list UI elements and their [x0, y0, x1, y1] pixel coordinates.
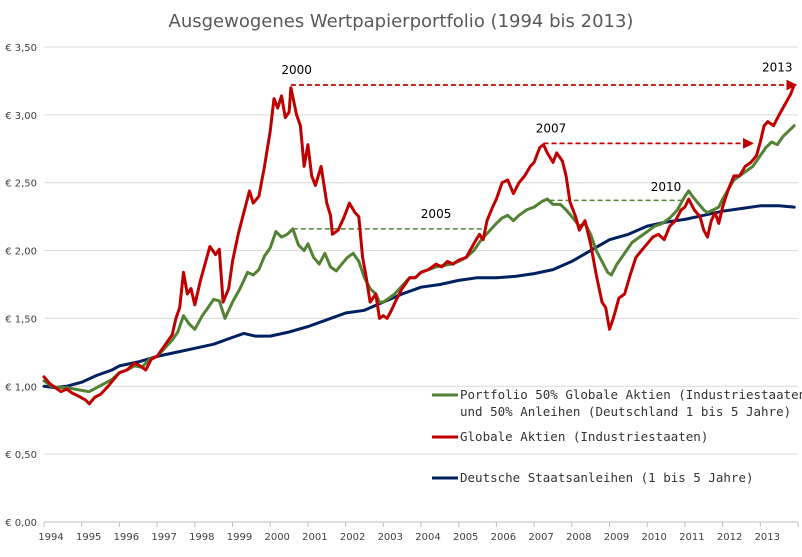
annotation-label: 2000	[281, 63, 312, 77]
x-tick-label: 1997	[151, 532, 176, 543]
legend-label-line2: und 50% Anleihen (Deutschland 1 bis 5 Ja…	[460, 404, 791, 419]
x-tick-label: 2006	[491, 532, 516, 543]
legend: Portfolio 50% Globale Aktien (Industries…	[432, 387, 802, 485]
x-tick-label: 2007	[528, 532, 553, 543]
legend-label: Globale Aktien (Industriestaaten)	[460, 429, 708, 444]
annotation-label: 2010	[651, 180, 682, 194]
legend-label: Portfolio 50% Globale Aktien (Industries…	[460, 387, 802, 402]
y-tick-label: € 0,00	[5, 518, 37, 529]
reference-arrows	[290, 79, 798, 230]
x-tick-label: 2008	[566, 532, 591, 543]
annotation-label: 2013	[762, 60, 793, 74]
annotation-label: 2007	[536, 122, 567, 136]
y-tick-label: € 1,50	[5, 314, 37, 325]
x-tick-label: 1999	[227, 532, 252, 543]
x-tick-label: 2004	[415, 532, 440, 543]
x-tick-label: 1994	[38, 532, 63, 543]
x-tick-label: 2001	[302, 532, 327, 543]
annotations: 2000 2005 2007 2010 2013	[281, 60, 792, 221]
x-tick-label: 1998	[189, 532, 214, 543]
series-lines	[42, 83, 796, 406]
axes: € 0,00 € 0,50 € 1,00 € 1,50 € 2,00 € 2,50 € 3,…	[5, 43, 799, 543]
x-tick-label: 1996	[114, 532, 139, 543]
x-tick-label: 1995	[76, 532, 101, 543]
y-tick-label: € 1,00	[5, 382, 37, 393]
legend-label: Deutsche Staatsanleihen (1 bis 5 Jahre)	[460, 470, 754, 485]
x-tick-label: 2012	[717, 532, 742, 543]
x-tick-label: 2011	[679, 532, 704, 543]
x-tick-label: 2013	[755, 532, 780, 543]
x-tick-label: 2002	[340, 532, 365, 543]
x-tick-label: 2003	[378, 532, 403, 543]
x-tick-label: 2009	[604, 532, 629, 543]
series-line	[42, 83, 796, 406]
chart-title: Ausgewogenes Wertpapierportfolio (1994 b…	[169, 11, 634, 32]
y-tick-label: € 2,00	[5, 247, 37, 258]
x-tick-label: 2000	[264, 532, 289, 543]
gridlines	[44, 46, 798, 455]
y-tick-label: € 3,00	[5, 111, 37, 122]
y-tick-label: € 2,50	[5, 179, 37, 190]
x-tick-label: 2005	[453, 532, 478, 543]
y-tick-label: € 0,50	[5, 450, 37, 461]
x-tick-label: 2010	[641, 532, 666, 543]
annotation-label: 2005	[421, 207, 452, 221]
y-tick-label: € 3,50	[5, 43, 37, 54]
